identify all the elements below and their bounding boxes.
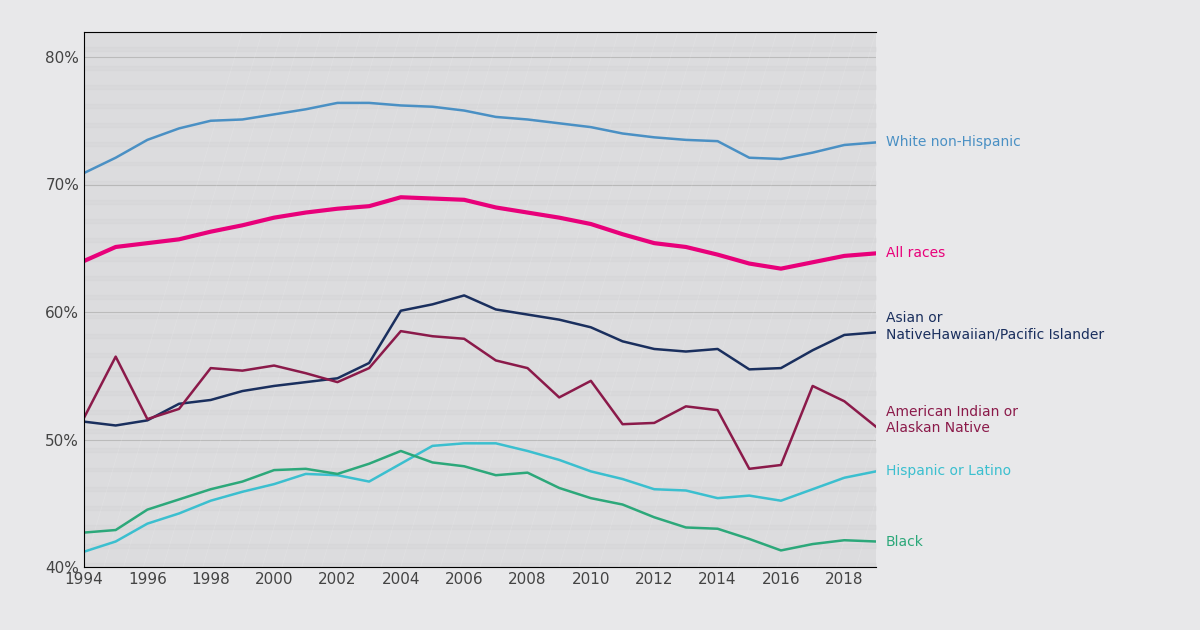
Text: All races: All races [886, 246, 944, 260]
Text: White non-Hispanic: White non-Hispanic [886, 135, 1020, 149]
Text: Asian or
NativeHawaiian/Pacific Islander: Asian or NativeHawaiian/Pacific Islander [886, 311, 1104, 341]
Text: American Indian or
Alaskan Native: American Indian or Alaskan Native [886, 405, 1018, 435]
Text: Hispanic or Latino: Hispanic or Latino [886, 464, 1010, 478]
Text: Black: Black [886, 534, 923, 549]
